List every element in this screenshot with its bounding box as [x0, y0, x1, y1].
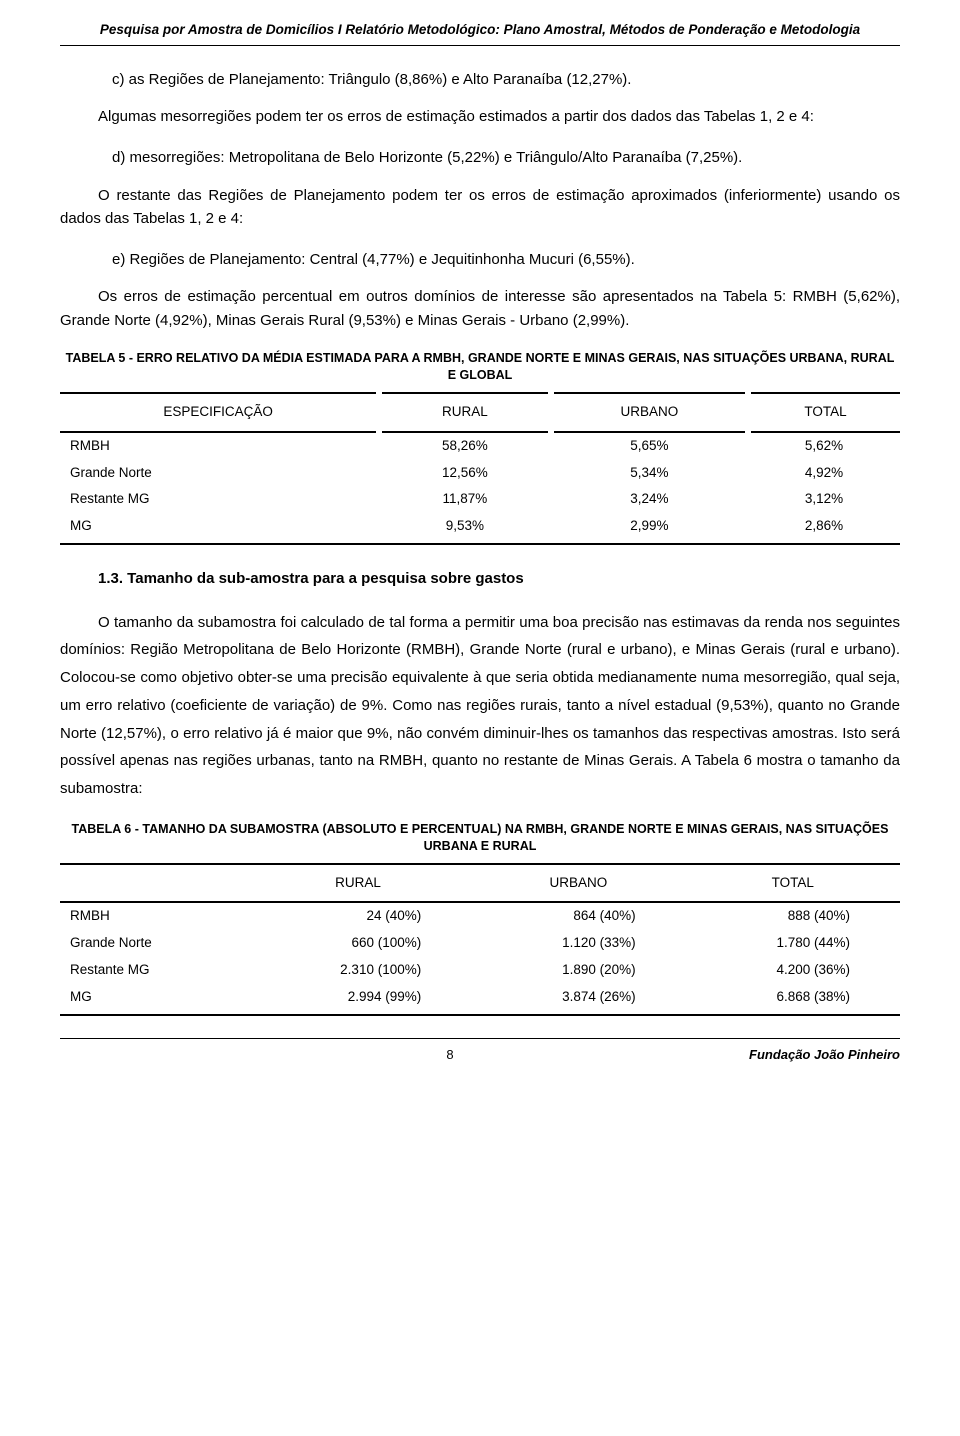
table-row: Grande Norte 12,56% 5,34% 4,92% — [60, 460, 900, 487]
table5-col-0: ESPECIFICAÇÃO — [60, 393, 379, 432]
page-header: Pesquisa por Amostra de Domicílios I Rel… — [60, 20, 900, 46]
cell: 1.120 (33%) — [471, 930, 685, 957]
cell: 1.890 (20%) — [471, 957, 685, 984]
cell: 2.310 (100%) — [245, 957, 471, 984]
list-item-d: d) mesorregiões: Metropolitana de Belo H… — [112, 146, 880, 169]
cell: Grande Norte — [60, 930, 245, 957]
table6-col-0 — [60, 864, 245, 903]
table-row: RMBH 24 (40%) 864 (40%) 888 (40%) — [60, 902, 900, 930]
para-os-erros: Os erros de estimação percentual em outr… — [60, 285, 900, 332]
cell: 2.994 (99%) — [245, 984, 471, 1015]
cell: 1.780 (44%) — [686, 930, 900, 957]
table6-header-row: RURAL URBANO TOTAL — [60, 864, 900, 903]
cell: RMBH — [60, 902, 245, 930]
cell: 9,53% — [379, 513, 550, 544]
cell: 888 (40%) — [686, 902, 900, 930]
table5-title: TABELA 5 - ERRO RELATIVO DA MÉDIA ESTIMA… — [60, 350, 900, 384]
page-number: 8 — [446, 1045, 453, 1065]
table6: RURAL URBANO TOTAL RMBH 24 (40%) 864 (40… — [60, 863, 900, 1017]
list-item-c: c) as Regiões de Planejamento: Triângulo… — [112, 68, 880, 91]
table-row: Restante MG 2.310 (100%) 1.890 (20%) 4.2… — [60, 957, 900, 984]
table5-header-row: ESPECIFICAÇÃO RURAL URBANO TOTAL — [60, 393, 900, 432]
cell: 3.874 (26%) — [471, 984, 685, 1015]
section-1-3-para: O tamanho da subamostra foi calculado de… — [60, 609, 900, 803]
cell: RMBH — [60, 432, 379, 460]
table5-col-2: URBANO — [551, 393, 748, 432]
table5-col-3: TOTAL — [748, 393, 900, 432]
cell: 6.868 (38%) — [686, 984, 900, 1015]
cell: 12,56% — [379, 460, 550, 487]
cell: Grande Norte — [60, 460, 379, 487]
cell: 3,24% — [551, 486, 748, 513]
page-footer: 8 Fundação João Pinheiro — [60, 1038, 900, 1065]
table6-col-3: TOTAL — [686, 864, 900, 903]
cell: 2,86% — [748, 513, 900, 544]
cell: 660 (100%) — [245, 930, 471, 957]
cell: 4,92% — [748, 460, 900, 487]
cell: 5,65% — [551, 432, 748, 460]
cell: 3,12% — [748, 486, 900, 513]
cell: MG — [60, 513, 379, 544]
table-row: Restante MG 11,87% 3,24% 3,12% — [60, 486, 900, 513]
cell: 4.200 (36%) — [686, 957, 900, 984]
cell: 5,62% — [748, 432, 900, 460]
para-intro-d: Algumas mesorregiões podem ter os erros … — [60, 105, 900, 128]
cell: 5,34% — [551, 460, 748, 487]
table5-col-1: RURAL — [379, 393, 550, 432]
cell: 864 (40%) — [471, 902, 685, 930]
cell: MG — [60, 984, 245, 1015]
para-restante: O restante das Regiões de Planejamento p… — [60, 184, 900, 231]
table-row: Grande Norte 660 (100%) 1.120 (33%) 1.78… — [60, 930, 900, 957]
table6-title: TABELA 6 - TAMANHO DA SUBAMOSTRA (ABSOLU… — [60, 821, 900, 855]
table-row: RMBH 58,26% 5,65% 5,62% — [60, 432, 900, 460]
footer-org: Fundação João Pinheiro — [749, 1045, 900, 1065]
cell: 58,26% — [379, 432, 550, 460]
table5: ESPECIFICAÇÃO RURAL URBANO TOTAL RMBH 58… — [60, 392, 900, 546]
list-item-e: e) Regiões de Planejamento: Central (4,7… — [112, 248, 880, 271]
cell: Restante MG — [60, 486, 379, 513]
table6-col-1: RURAL — [245, 864, 471, 903]
table-row: MG 2.994 (99%) 3.874 (26%) 6.868 (38%) — [60, 984, 900, 1015]
cell: 11,87% — [379, 486, 550, 513]
cell: 2,99% — [551, 513, 748, 544]
cell: Restante MG — [60, 957, 245, 984]
cell: 24 (40%) — [245, 902, 471, 930]
table6-col-2: URBANO — [471, 864, 685, 903]
section-1-3-heading: 1.3. Tamanho da sub-amostra para a pesqu… — [98, 567, 900, 590]
table-row: MG 9,53% 2,99% 2,86% — [60, 513, 900, 544]
